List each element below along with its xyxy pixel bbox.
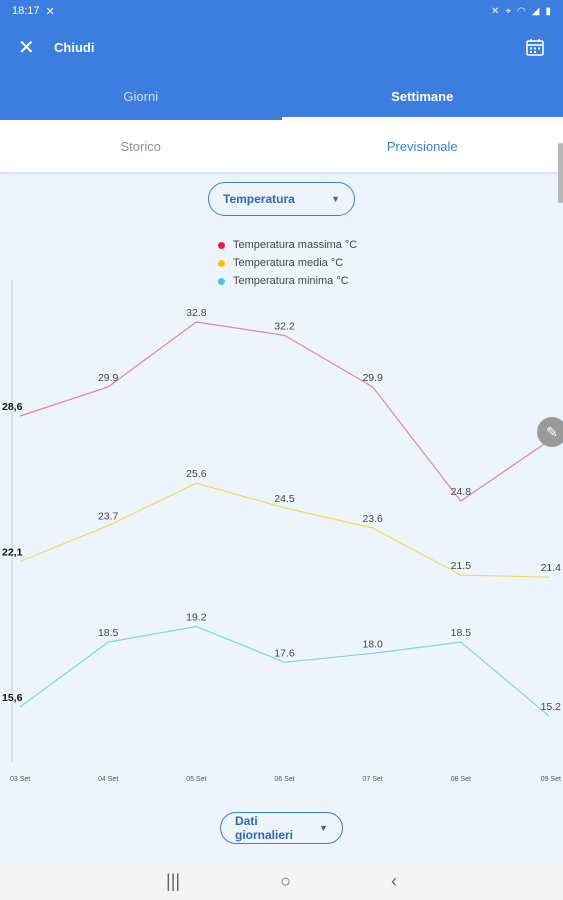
status-bar: 18:17 ✕ ✕ ⌖ ◠ ◢ ▮	[0, 0, 563, 22]
data-label: 29.9	[98, 372, 119, 384]
x-tick-label: 04 Set	[98, 776, 118, 783]
data-label: 24.8	[451, 486, 472, 498]
legend-item-mean: Temperatura media °C	[218, 254, 357, 272]
back-icon[interactable]: ‹	[390, 870, 397, 891]
legend-dot-mean	[218, 259, 225, 267]
dropdown-arrow-icon: ▼	[331, 194, 340, 204]
tab-storico[interactable]: Storico	[120, 138, 161, 154]
data-label: 25.6	[186, 468, 207, 480]
data-label: 21.5	[451, 560, 472, 572]
x-tick-label: 03 Set	[10, 776, 30, 783]
legend-label-max: Temperatura massima °C	[233, 239, 358, 251]
home-icon[interactable]: ○	[280, 870, 291, 891]
location-icon: ⌖	[505, 5, 512, 17]
mute-icon: ✕	[491, 5, 500, 17]
data-label: 29.9	[362, 372, 383, 384]
signal-icon: ◢	[531, 5, 540, 17]
metric-select[interactable]: Temperatura ▼	[208, 182, 355, 216]
x-tick-label: 08 Set	[451, 776, 471, 783]
mode-tabs: Storico Previsionale	[0, 120, 563, 172]
close-icon[interactable]: ✕	[18, 36, 35, 59]
data-label: 15,6	[2, 692, 23, 704]
x-icon: ✕	[45, 5, 55, 18]
x-tick-label: 06 Set	[274, 776, 294, 783]
period-tabs: Giorni Settimane	[0, 72, 563, 120]
calendar-icon[interactable]	[525, 37, 545, 57]
battery-icon: ▮	[545, 5, 551, 17]
series-line-1	[19, 482, 550, 578]
data-label: 23.6	[362, 513, 383, 525]
system-nav-bar: ||| ○ ‹	[0, 862, 563, 900]
legend-label-mean: Temperatura media °C	[233, 257, 344, 269]
legend-item-max: Temperatura massima °C	[218, 236, 357, 254]
data-label: 24.5	[274, 493, 295, 505]
data-label: 23.7	[98, 511, 119, 523]
data-label: 18.0	[362, 638, 383, 650]
data-label: 15.2	[541, 701, 562, 713]
tab-previsionale[interactable]: Previsionale	[386, 138, 458, 154]
recents-icon[interactable]: |||	[166, 870, 181, 891]
legend-label-min: Temperatura minima °C	[233, 275, 349, 287]
status-icons: ✕ ⌖ ◠ ◢ ▮	[491, 6, 551, 17]
app-bar: ✕ Chiudi	[0, 22, 563, 72]
x-tick-label: 07 Set	[363, 776, 383, 783]
data-label: 21.4	[541, 562, 562, 574]
temperature-chart: 28,629.932.832.229.924.827.522,123.725.6…	[2, 280, 562, 783]
chart-legend: Temperatura massima °C Temperatura media…	[218, 236, 357, 290]
x-tick-label: 09 Set	[541, 776, 561, 783]
data-label: 32.2	[274, 320, 295, 332]
data-label: 32.8	[186, 307, 207, 319]
legend-item-min: Temperatura minima °C	[218, 272, 357, 290]
x-tick-label: 05 Set	[186, 776, 206, 783]
data-label: 18.5	[451, 627, 472, 639]
data-label: 18.5	[98, 627, 119, 639]
data-select[interactable]: Dati giornalieri ▼	[220, 812, 343, 844]
tab-settimane[interactable]: Settimane	[281, 72, 563, 120]
tab-giorni[interactable]: Giorni	[123, 88, 159, 104]
close-label[interactable]: Chiudi	[54, 39, 95, 55]
status-time: 18:17	[12, 5, 40, 17]
data-label: 17.6	[274, 647, 295, 659]
data-label: 22,1	[2, 547, 23, 559]
data-label: 19.2	[186, 611, 207, 623]
series-line-0	[19, 321, 550, 502]
wifi-icon: ◠	[517, 5, 526, 17]
scrollbar[interactable]	[558, 143, 563, 203]
legend-dot-max	[218, 241, 225, 249]
data-label: 28,6	[2, 401, 23, 413]
metric-select-value: Temperatura	[223, 192, 295, 206]
data-select-value: Dati giornalieri	[235, 814, 294, 842]
dropdown-arrow-icon: ▼	[319, 823, 328, 833]
legend-dot-min	[218, 277, 225, 285]
series-line-2	[19, 625, 550, 717]
pencil-icon[interactable]: ✎	[537, 417, 563, 447]
